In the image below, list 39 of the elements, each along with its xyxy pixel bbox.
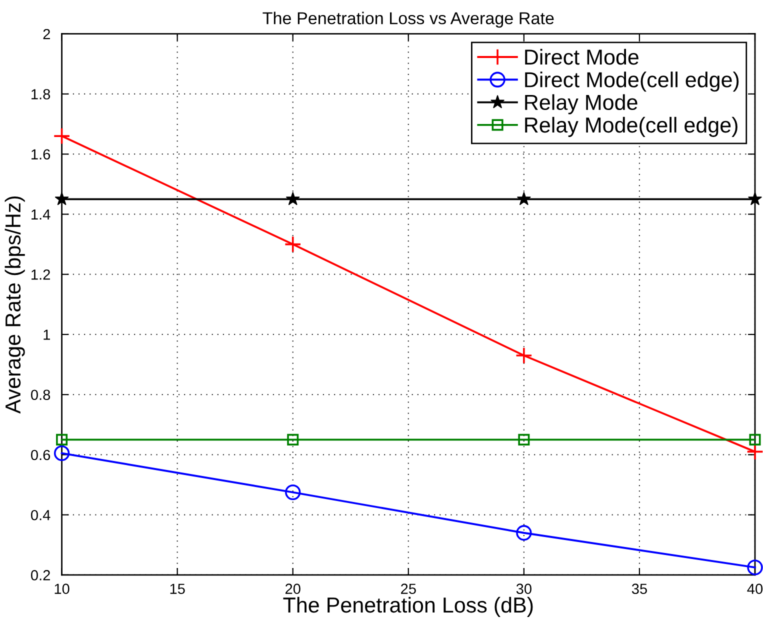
y-tick-label: 0.2 (30, 570, 50, 580)
y-tick-label: 1.8 (32, 89, 50, 100)
point (748, 192, 762, 206)
y-tick-label: 1.4 (32, 209, 50, 220)
legend-label: Relay Mode(cell edge) (525, 116, 738, 137)
point (53, 128, 70, 145)
chart-title: The Penetration Loss vs Average Rate (262, 12, 554, 28)
y-tick-label: 2 (43, 28, 50, 40)
point (516, 192, 531, 206)
point (747, 560, 763, 576)
legend-label: Direct Mode (525, 48, 638, 65)
point (749, 434, 761, 446)
y-axis-title: Average Rate (bps/Hz) (4, 196, 25, 414)
y-tick-label: 1.2 (32, 269, 50, 280)
y-tick-label: 1.6 (32, 149, 50, 160)
legend-label: Relay Mode (525, 94, 638, 114)
point (284, 236, 302, 253)
x-tick-label: 15 (170, 584, 185, 594)
point (286, 192, 300, 206)
point (56, 434, 68, 446)
x-tick-label: 10 (54, 584, 70, 594)
x-tick-label: 20 (285, 584, 300, 594)
y-tick-label: 0.4 (30, 510, 50, 520)
y-tick-label: 0.6 (30, 450, 50, 460)
legend-label: Direct Mode(cell edge) (525, 72, 739, 92)
point (518, 434, 530, 446)
point (285, 484, 301, 500)
x-tick-label: 25 (401, 584, 416, 594)
x-tick-label: 40 (747, 584, 763, 594)
x-axis-title: The Penetration Loss (dB) (283, 596, 533, 617)
point (516, 525, 532, 541)
point (287, 434, 299, 446)
x-tick-label: 30 (516, 584, 532, 594)
y-tick-label: 0.8 (30, 390, 50, 400)
point (54, 192, 69, 206)
y-tick-label: 1 (44, 330, 50, 340)
point (515, 346, 532, 364)
point (54, 445, 70, 462)
x-tick-label: 35 (632, 584, 647, 594)
